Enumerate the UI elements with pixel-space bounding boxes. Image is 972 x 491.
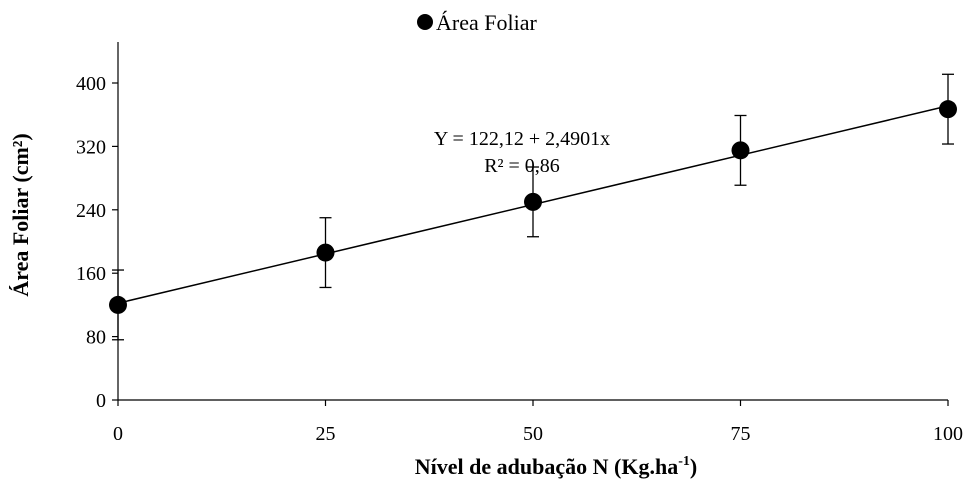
y-tick-label: 160 bbox=[76, 263, 106, 285]
y-tick-label: 400 bbox=[76, 73, 106, 95]
y-ticks: 0 80 160 240 320 400 bbox=[76, 73, 118, 412]
x-axis-title-main: Nível de adubação N (Kg.ha bbox=[415, 454, 678, 479]
x-axis-title-end: ) bbox=[690, 454, 697, 479]
x-ticks: 0 25 50 75 100 bbox=[113, 400, 963, 445]
data-point bbox=[109, 295, 127, 314]
x-tick-label: 50 bbox=[523, 423, 543, 445]
trend-equation: Y = 122,12 + 2,4901x bbox=[434, 128, 610, 150]
y-tick-label: 320 bbox=[76, 136, 106, 158]
legend-marker bbox=[417, 14, 433, 30]
y-axis: 0 80 160 240 320 400 bbox=[76, 42, 119, 412]
data-point bbox=[731, 141, 750, 160]
y-tick-label: 240 bbox=[76, 200, 106, 222]
y-tick-label: 80 bbox=[86, 327, 106, 349]
y-tick-label: 0 bbox=[96, 390, 106, 412]
legend: Área Foliar bbox=[417, 10, 537, 35]
x-axis-title-sup: -1 bbox=[678, 454, 690, 469]
x-tick-label: 0 bbox=[113, 423, 123, 445]
data-points bbox=[109, 100, 957, 314]
x-axis-title: Nível de adubação N (Kg.ha-1) bbox=[415, 454, 697, 479]
x-tick-label: 100 bbox=[933, 423, 963, 445]
x-tick-label: 25 bbox=[316, 423, 336, 445]
trend-r2: R² = 0,86 bbox=[484, 155, 560, 177]
x-axis: 0 25 50 75 100 bbox=[113, 399, 963, 445]
data-point bbox=[939, 100, 957, 119]
data-point bbox=[524, 192, 542, 211]
data-point bbox=[316, 243, 335, 262]
y-axis-title: Área Foliar (cm²) bbox=[8, 133, 33, 296]
legend-label: Área Foliar bbox=[436, 10, 537, 35]
x-tick-label: 75 bbox=[731, 423, 751, 445]
